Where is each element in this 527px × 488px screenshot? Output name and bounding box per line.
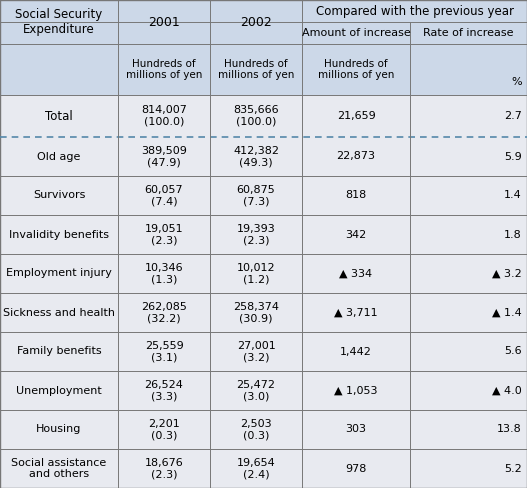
- Text: 342: 342: [345, 229, 367, 240]
- Text: 13.8: 13.8: [497, 425, 522, 434]
- Bar: [0, 371, 527, 410]
- Text: Housing: Housing: [36, 425, 82, 434]
- Text: 1.4: 1.4: [504, 190, 522, 201]
- Text: 10,346
(1.3): 10,346 (1.3): [145, 263, 183, 285]
- Text: Social Security
Expenditure: Social Security Expenditure: [15, 8, 103, 36]
- Text: ▲ 4.0: ▲ 4.0: [492, 386, 522, 395]
- Text: Employment injury: Employment injury: [6, 268, 112, 279]
- Text: Hundreds of
millions of yen: Hundreds of millions of yen: [218, 59, 294, 81]
- Text: 1.8: 1.8: [504, 229, 522, 240]
- Bar: [0, 332, 527, 371]
- Text: %: %: [511, 77, 522, 87]
- Text: 2,201
(0.3): 2,201 (0.3): [148, 419, 180, 440]
- Text: 10,012
(1.2): 10,012 (1.2): [237, 263, 275, 285]
- Text: 258,374
(30.9): 258,374 (30.9): [233, 302, 279, 324]
- Text: ▲ 3.2: ▲ 3.2: [492, 268, 522, 279]
- Bar: [0, 176, 527, 215]
- Text: 2001: 2001: [148, 16, 180, 28]
- Text: 19,051
(2.3): 19,051 (2.3): [145, 224, 183, 245]
- Text: 2,503
(0.3): 2,503 (0.3): [240, 419, 272, 440]
- Text: 2.7: 2.7: [504, 111, 522, 121]
- Text: Amount of increase: Amount of increase: [301, 28, 411, 38]
- Text: 19,654
(2.4): 19,654 (2.4): [237, 458, 276, 479]
- Bar: [0, 137, 527, 176]
- Text: Invalidity benefits: Invalidity benefits: [9, 229, 109, 240]
- Text: 60,057
(7.4): 60,057 (7.4): [145, 184, 183, 206]
- Text: Compared with the previous year: Compared with the previous year: [316, 4, 513, 18]
- Text: 389,509
(47.9): 389,509 (47.9): [141, 146, 187, 167]
- Text: 2002: 2002: [240, 16, 272, 28]
- Bar: [0, 254, 527, 293]
- Text: Hundreds of
millions of yen: Hundreds of millions of yen: [318, 59, 394, 81]
- Text: Old age: Old age: [37, 151, 81, 162]
- Text: 5.9: 5.9: [504, 151, 522, 162]
- Text: 835,666
(100.0): 835,666 (100.0): [233, 105, 279, 127]
- Text: Total: Total: [45, 109, 73, 122]
- Bar: [0, 449, 527, 488]
- Text: 21,659: 21,659: [337, 111, 375, 121]
- Text: 25,559
(3.1): 25,559 (3.1): [144, 341, 183, 362]
- Text: 1,442: 1,442: [340, 346, 372, 357]
- Text: Sickness and health: Sickness and health: [3, 307, 115, 318]
- Text: 814,007
(100.0): 814,007 (100.0): [141, 105, 187, 127]
- Bar: [0, 410, 527, 449]
- Text: 412,382
(49.3): 412,382 (49.3): [233, 146, 279, 167]
- Text: ▲ 334: ▲ 334: [339, 268, 373, 279]
- Text: 18,676
(2.3): 18,676 (2.3): [144, 458, 183, 479]
- Bar: [0, 293, 527, 332]
- Text: 22,873: 22,873: [337, 151, 376, 162]
- Text: Rate of increase: Rate of increase: [423, 28, 514, 38]
- Text: 978: 978: [345, 464, 367, 473]
- Bar: [0, 215, 527, 254]
- Text: Survivors: Survivors: [33, 190, 85, 201]
- Text: 5.6: 5.6: [504, 346, 522, 357]
- Text: 26,524
(3.3): 26,524 (3.3): [144, 380, 183, 401]
- Text: 262,085
(32.2): 262,085 (32.2): [141, 302, 187, 324]
- Text: ▲ 3,711: ▲ 3,711: [334, 307, 378, 318]
- Text: 27,001
(3.2): 27,001 (3.2): [237, 341, 276, 362]
- Text: ▲ 1.4: ▲ 1.4: [492, 307, 522, 318]
- Bar: [0, 0, 527, 95]
- Text: 818: 818: [345, 190, 367, 201]
- Text: ▲ 1,053: ▲ 1,053: [334, 386, 378, 395]
- Text: 60,875
(7.3): 60,875 (7.3): [237, 184, 276, 206]
- Text: Hundreds of
millions of yen: Hundreds of millions of yen: [126, 59, 202, 81]
- Text: 303: 303: [346, 425, 366, 434]
- Text: Social assistance
and others: Social assistance and others: [12, 458, 106, 479]
- Text: 5.2: 5.2: [504, 464, 522, 473]
- Text: Family benefits: Family benefits: [17, 346, 101, 357]
- Text: 25,472
(3.0): 25,472 (3.0): [237, 380, 276, 401]
- Text: Unemployment: Unemployment: [16, 386, 102, 395]
- Text: 19,393
(2.3): 19,393 (2.3): [237, 224, 276, 245]
- Bar: [0, 95, 527, 137]
